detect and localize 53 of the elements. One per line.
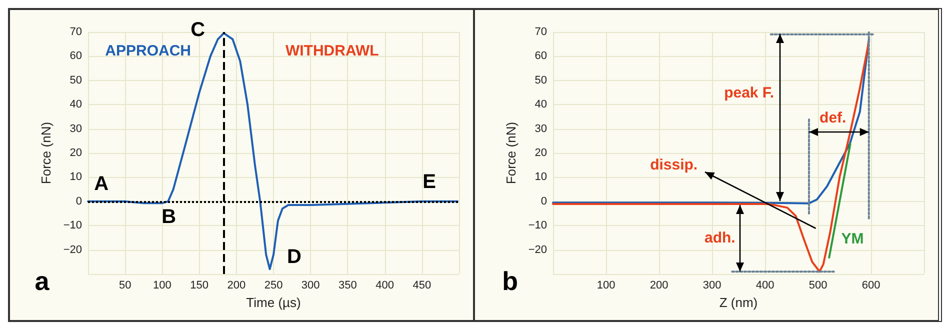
- y-tick-label: 70: [534, 26, 547, 38]
- text: a: [34, 266, 50, 296]
- annotation: D: [287, 246, 302, 268]
- annotation: E: [422, 171, 436, 194]
- y-tick-label: −10: [63, 220, 82, 232]
- y-tick-label: 20: [70, 147, 82, 159]
- annotation: APPROACH: [105, 42, 192, 60]
- x-tick-label: 250: [264, 280, 283, 292]
- x-tick-label: 300: [702, 280, 722, 292]
- x-tick-label: 600: [862, 280, 880, 292]
- y-tick-label: 50: [70, 74, 82, 86]
- x-tick-label: 100: [153, 280, 172, 292]
- y-tick-label: 20: [534, 147, 547, 159]
- y-tick-label: 50: [534, 74, 547, 86]
- x-tick-label: 100: [596, 280, 616, 292]
- y-tick-label: 0: [76, 195, 82, 208]
- y-tick-label: 30: [70, 122, 82, 135]
- annotation: WITHDRAWL: [285, 42, 379, 60]
- annotation: C: [190, 18, 206, 41]
- text: b: [502, 266, 518, 296]
- x-tick-label: 400: [756, 280, 774, 292]
- y-tick-label: 0: [540, 195, 547, 208]
- annotation: YM: [841, 230, 864, 248]
- y-tick-label: −20: [528, 244, 547, 256]
- y-axis-title: Force (nN): [38, 122, 54, 184]
- annotation: peak F.: [724, 84, 774, 101]
- x-tick-label: 300: [301, 280, 320, 292]
- x-tick-label: 50: [118, 280, 132, 292]
- y-tick-label: −20: [63, 244, 82, 256]
- x-axis-title: Time (µs): [246, 295, 301, 310]
- y-axis-title: Force (nN): [503, 122, 518, 184]
- x-tick-label: 150: [190, 280, 208, 292]
- x-tick-label: 200: [227, 280, 246, 292]
- y-tick-label: 10: [534, 171, 547, 184]
- y-tick-label: 60: [534, 50, 547, 62]
- x-tick-label: 350: [338, 280, 357, 292]
- y-tick-label: 40: [534, 98, 547, 111]
- y-tick-label: 10: [70, 171, 82, 184]
- x-tick-label: 450: [412, 280, 432, 292]
- x-tick-label: 500: [808, 280, 828, 292]
- y-tick-label: 70: [70, 26, 82, 38]
- annotation: A: [94, 173, 109, 196]
- annotation: B: [162, 206, 176, 228]
- x-tick-label: 400: [376, 280, 394, 292]
- x-tick-label: 200: [650, 280, 668, 292]
- y-tick-label: 30: [534, 122, 547, 135]
- y-tick-label: 40: [70, 98, 82, 111]
- annotation: dissip.: [650, 156, 698, 174]
- annotation: adh.: [704, 229, 736, 246]
- x-axis-title: Z (nm): [719, 295, 758, 310]
- annotation: def.: [820, 110, 846, 127]
- y-tick-label: −10: [528, 220, 547, 232]
- y-tick-label: 60: [70, 50, 82, 62]
